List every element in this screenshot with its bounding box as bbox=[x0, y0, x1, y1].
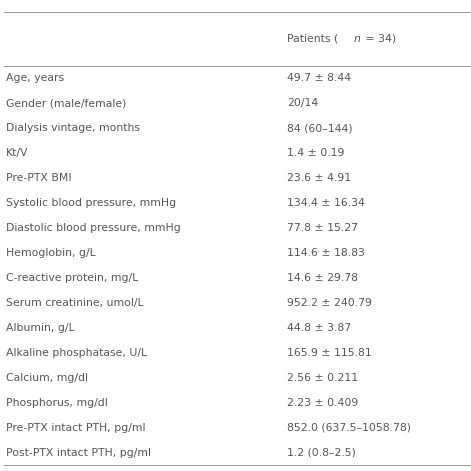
Text: Albumin, g/L: Albumin, g/L bbox=[6, 323, 75, 333]
Text: Diastolic blood pressure, mmHg: Diastolic blood pressure, mmHg bbox=[6, 223, 181, 233]
Text: Pre-PTX BMI: Pre-PTX BMI bbox=[6, 173, 72, 183]
Text: 165.9 ± 115.81: 165.9 ± 115.81 bbox=[287, 348, 372, 358]
Text: Systolic blood pressure, mmHg: Systolic blood pressure, mmHg bbox=[6, 198, 176, 208]
Text: 44.8 ± 3.87: 44.8 ± 3.87 bbox=[287, 323, 351, 333]
Text: 2.23 ± 0.409: 2.23 ± 0.409 bbox=[287, 398, 358, 408]
Text: Kt/V: Kt/V bbox=[6, 148, 29, 158]
Text: Age, years: Age, years bbox=[6, 73, 64, 83]
Text: Hemoglobin, g/L: Hemoglobin, g/L bbox=[6, 248, 96, 258]
Text: 1.4 ± 0.19: 1.4 ± 0.19 bbox=[287, 148, 345, 158]
Text: Alkaline phosphatase, U/L: Alkaline phosphatase, U/L bbox=[6, 348, 147, 358]
Text: 1.2 (0.8–2.5): 1.2 (0.8–2.5) bbox=[287, 448, 356, 458]
Text: 852.0 (637.5–1058.78): 852.0 (637.5–1058.78) bbox=[287, 423, 411, 433]
Text: Patients (: Patients ( bbox=[287, 34, 339, 44]
Text: 84 (60–144): 84 (60–144) bbox=[287, 123, 353, 133]
Text: 77.8 ± 15.27: 77.8 ± 15.27 bbox=[287, 223, 358, 233]
Text: = 34): = 34) bbox=[362, 34, 396, 44]
Text: 2.56 ± 0.211: 2.56 ± 0.211 bbox=[287, 373, 358, 383]
Text: Pre-PTX intact PTH, pg/ml: Pre-PTX intact PTH, pg/ml bbox=[6, 423, 146, 433]
Text: n: n bbox=[353, 34, 360, 44]
Text: 134.4 ± 16.34: 134.4 ± 16.34 bbox=[287, 198, 365, 208]
Text: 23.6 ± 4.91: 23.6 ± 4.91 bbox=[287, 173, 351, 183]
Text: Phosphorus, mg/dl: Phosphorus, mg/dl bbox=[6, 398, 108, 408]
Text: 114.6 ± 18.83: 114.6 ± 18.83 bbox=[287, 248, 365, 258]
Text: Calcium, mg/dl: Calcium, mg/dl bbox=[6, 373, 88, 383]
Text: C-reactive protein, mg/L: C-reactive protein, mg/L bbox=[6, 273, 138, 283]
Text: 49.7 ± 8.44: 49.7 ± 8.44 bbox=[287, 73, 351, 83]
Text: Gender (male/female): Gender (male/female) bbox=[6, 98, 127, 108]
Text: Dialysis vintage, months: Dialysis vintage, months bbox=[6, 123, 140, 133]
Text: Serum creatinine, umol/L: Serum creatinine, umol/L bbox=[6, 298, 144, 308]
Text: 20/14: 20/14 bbox=[287, 98, 318, 108]
Text: 14.6 ± 29.78: 14.6 ± 29.78 bbox=[287, 273, 358, 283]
Text: 952.2 ± 240.79: 952.2 ± 240.79 bbox=[287, 298, 372, 308]
Text: Post-PTX intact PTH, pg/ml: Post-PTX intact PTH, pg/ml bbox=[6, 448, 151, 458]
